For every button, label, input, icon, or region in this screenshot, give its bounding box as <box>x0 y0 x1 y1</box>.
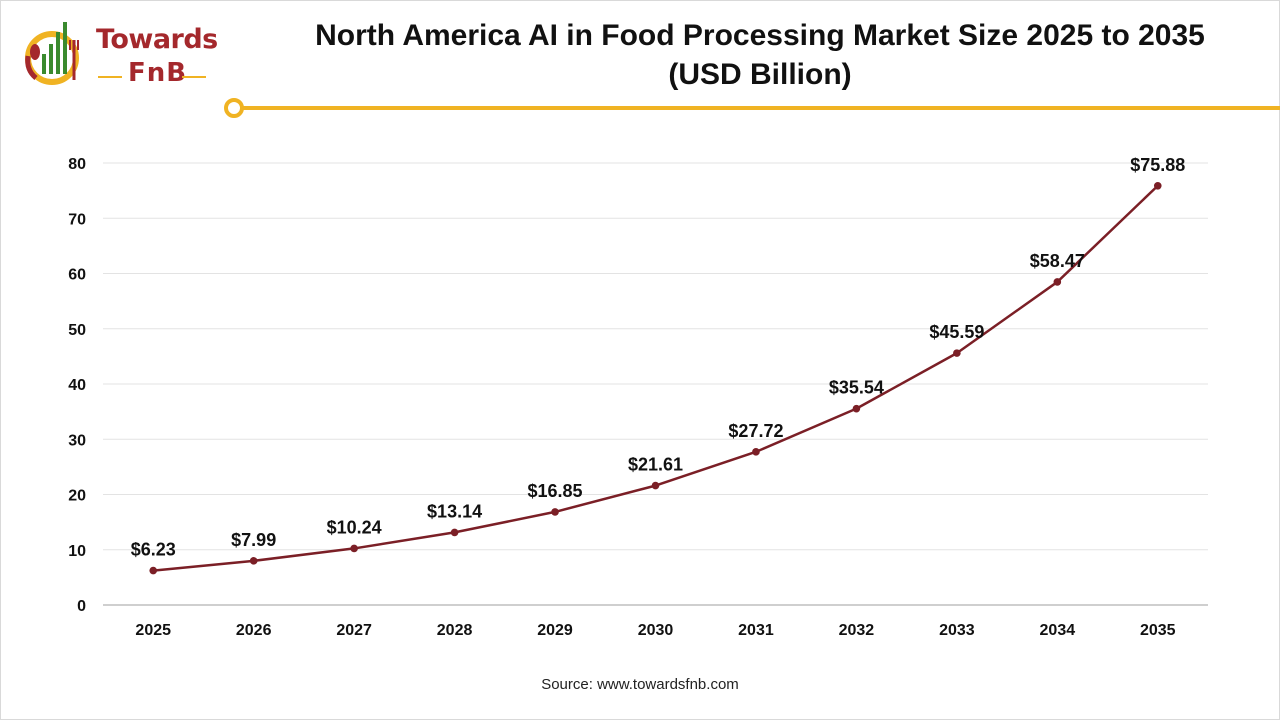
x-tick-label: 2032 <box>839 622 875 639</box>
data-point <box>149 566 158 575</box>
brand-name-top: Towards <box>96 24 218 55</box>
x-tick-label: 2030 <box>638 622 674 639</box>
x-tick-label: 2034 <box>1040 622 1076 639</box>
data-point <box>450 528 459 537</box>
data-label: $7.99 <box>231 530 276 550</box>
brand-dash-left <box>98 76 122 78</box>
data-point <box>852 404 861 413</box>
y-tick-label: 80 <box>68 156 86 173</box>
x-tick-label: 2026 <box>236 622 272 639</box>
data-label: $21.61 <box>628 455 683 475</box>
data-point <box>551 508 559 516</box>
y-tick-label: 70 <box>68 211 86 228</box>
y-tick-label: 40 <box>68 377 86 394</box>
data-label: $27.72 <box>728 421 783 441</box>
x-tick-label: 2029 <box>537 622 573 639</box>
x-tick-label: 2025 <box>135 622 171 639</box>
series-line <box>153 184 1159 572</box>
brand-dash-right <box>182 76 206 78</box>
data-label: $58.47 <box>1030 251 1085 271</box>
x-tick-label: 2027 <box>336 622 372 639</box>
y-tick-label: 0 <box>77 598 86 615</box>
data-point <box>249 557 258 565</box>
x-tick-label: 2031 <box>738 622 774 639</box>
x-tick-label: 2035 <box>1140 622 1176 639</box>
data-point <box>953 349 961 357</box>
x-tick-label: 2028 <box>437 622 473 639</box>
data-label: $6.23 <box>131 540 176 560</box>
data-label: $10.24 <box>327 517 382 537</box>
title-accent-rule <box>224 98 1280 118</box>
y-tick-label: 20 <box>68 488 86 505</box>
x-tick-label: 2033 <box>939 622 975 639</box>
chart-title: North America AI in Food Processing Mark… <box>260 16 1260 94</box>
chart-title-line2: (USD Billion) <box>668 58 852 91</box>
data-point <box>752 448 760 456</box>
source-note: Source: www.towardsfnb.com <box>541 676 739 693</box>
data-label: $16.85 <box>528 481 583 501</box>
chart-title-line1: North America AI in Food Processing Mark… <box>315 19 1205 52</box>
data-label: $35.54 <box>829 378 884 398</box>
y-tick-label: 30 <box>68 432 86 449</box>
data-label: $75.88 <box>1130 155 1185 175</box>
data-point <box>350 544 358 553</box>
y-tick-label: 50 <box>68 322 86 339</box>
y-tick-label: 60 <box>68 267 86 284</box>
data-point <box>1053 278 1062 286</box>
towards-fnb-logo: Towards FnB <box>22 18 222 90</box>
y-tick-label: 10 <box>68 543 86 560</box>
data-label: $13.14 <box>427 501 482 521</box>
brand-name-bottom: FnB <box>128 58 188 88</box>
data-point <box>1153 181 1162 190</box>
data-point <box>651 481 660 490</box>
logo-mark-icon <box>25 22 79 85</box>
data-label: $45.59 <box>929 322 984 342</box>
